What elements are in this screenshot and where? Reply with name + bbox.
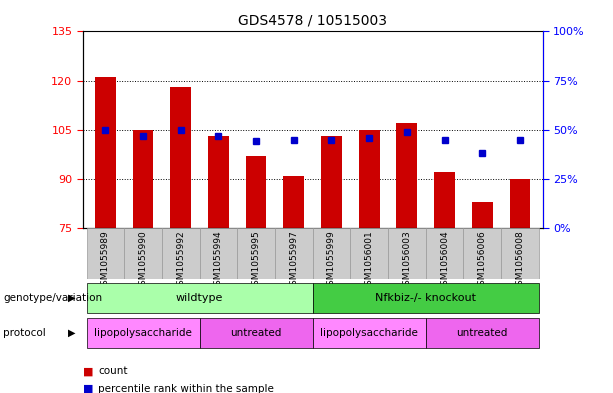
Text: genotype/variation: genotype/variation	[3, 293, 102, 303]
Bar	[501, 228, 539, 279]
Text: GSM1055992: GSM1055992	[176, 230, 185, 291]
Bar	[283, 176, 304, 228]
Text: GSM1055994: GSM1055994	[214, 230, 223, 291]
Bar	[388, 228, 425, 279]
Text: GSM1056008: GSM1056008	[516, 230, 524, 291]
Bar	[86, 228, 124, 279]
Bar	[313, 283, 539, 313]
Bar	[200, 318, 313, 348]
Bar	[200, 228, 237, 279]
Text: GSM1055990: GSM1055990	[139, 230, 148, 291]
Bar	[509, 179, 530, 228]
Text: percentile rank within the sample: percentile rank within the sample	[98, 384, 274, 393]
Text: GSM1055989: GSM1055989	[101, 230, 110, 291]
Bar	[313, 318, 425, 348]
Bar	[359, 130, 379, 228]
Text: GSM1055997: GSM1055997	[289, 230, 299, 291]
Bar	[321, 136, 342, 228]
Bar	[275, 228, 313, 279]
Text: GSM1055999: GSM1055999	[327, 230, 336, 291]
Text: GSM1056006: GSM1056006	[478, 230, 487, 291]
Text: count: count	[98, 366, 128, 376]
Text: lipopolysaccharide: lipopolysaccharide	[320, 328, 418, 338]
Text: Nfkbiz-/- knockout: Nfkbiz-/- knockout	[375, 293, 476, 303]
Bar	[313, 228, 350, 279]
Text: wildtype: wildtype	[176, 293, 223, 303]
Text: ■: ■	[83, 366, 93, 376]
Bar	[170, 87, 191, 228]
Bar	[472, 202, 493, 228]
Bar	[246, 156, 267, 228]
Text: lipopolysaccharide: lipopolysaccharide	[94, 328, 192, 338]
Text: ■: ■	[83, 384, 93, 393]
Bar	[350, 228, 388, 279]
Bar	[237, 228, 275, 279]
Bar	[208, 136, 229, 228]
Bar	[124, 228, 162, 279]
Text: GSM1056004: GSM1056004	[440, 230, 449, 291]
Text: untreated: untreated	[230, 328, 282, 338]
Text: protocol: protocol	[3, 328, 46, 338]
Bar	[132, 130, 153, 228]
Text: untreated: untreated	[457, 328, 508, 338]
Bar	[425, 228, 463, 279]
Text: GSM1056001: GSM1056001	[365, 230, 374, 291]
Text: GSM1056003: GSM1056003	[402, 230, 411, 291]
Bar	[397, 123, 417, 228]
Text: ▶: ▶	[68, 293, 75, 303]
Bar	[463, 228, 501, 279]
Text: ▶: ▶	[68, 328, 75, 338]
Bar	[162, 228, 200, 279]
Text: GSM1055995: GSM1055995	[251, 230, 261, 291]
Bar	[86, 318, 200, 348]
Bar	[86, 283, 313, 313]
Bar	[434, 172, 455, 228]
Title: GDS4578 / 10515003: GDS4578 / 10515003	[238, 13, 387, 28]
Bar	[95, 77, 116, 228]
Bar	[425, 318, 539, 348]
